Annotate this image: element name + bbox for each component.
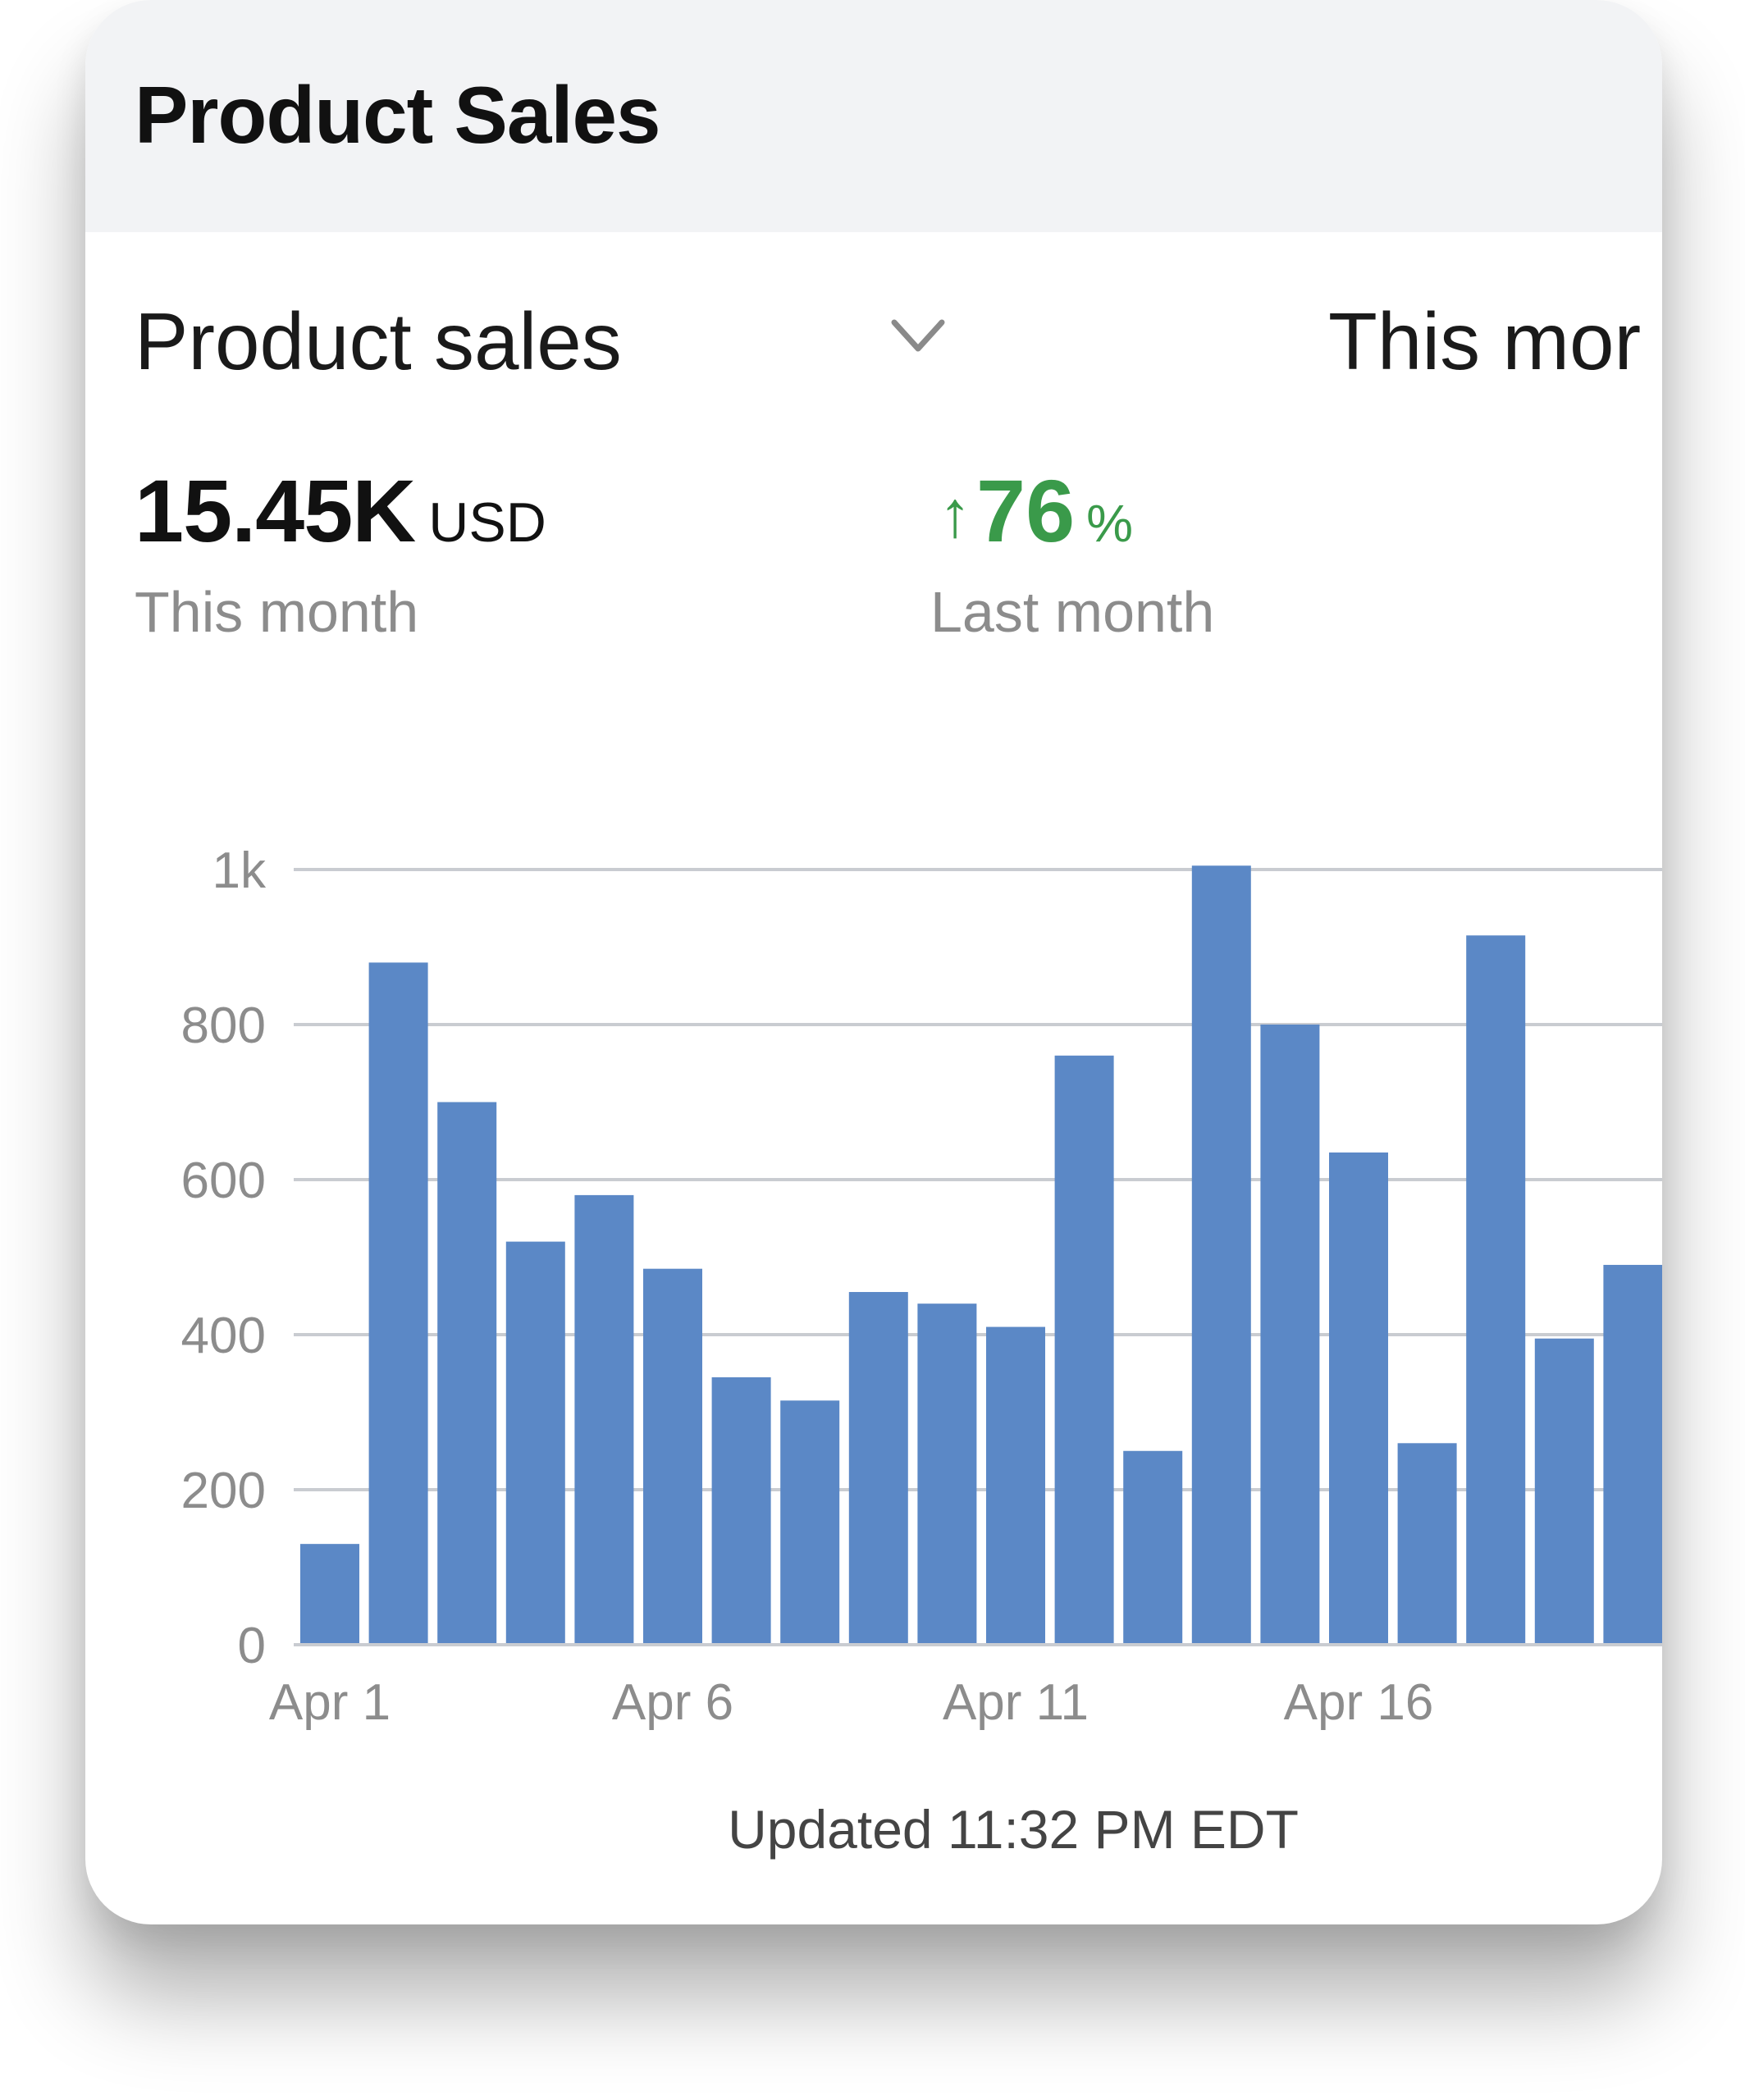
period-selector[interactable]: This mor [1328,296,1642,386]
total-sales-label: This month [135,580,419,644]
metric-selector[interactable]: Product sales [135,296,622,386]
bar-apr-8[interactable] [780,1400,840,1645]
bar-apr-17[interactable] [1397,1443,1457,1645]
change-unit: % [1086,494,1134,553]
bar-apr-19[interactable] [1534,1338,1594,1645]
card-header: Product Sales [85,0,1662,232]
bar-apr-6[interactable] [643,1268,702,1645]
bar-apr-2[interactable] [368,962,428,1645]
y-tick-label: 400 [181,1308,266,1364]
y-tick-label: 800 [181,998,266,1054]
change-indicator: ↑76% [939,459,1133,562]
change-label: Last month [930,580,1215,644]
bar-apr-9[interactable] [848,1292,908,1645]
bar-apr-15[interactable] [1260,1025,1320,1645]
y-tick-label: 0 [238,1618,266,1674]
total-sales-unit: USD [428,491,546,554]
bar-apr-11[interactable] [986,1326,1045,1645]
y-tick-label: 600 [181,1153,266,1209]
bar-apr-4[interactable] [505,1241,565,1645]
bar-apr-20[interactable] [1603,1264,1662,1645]
bar-apr-16[interactable] [1329,1152,1388,1645]
total-sales-value: 15.45K USD [135,459,546,562]
bar-apr-18[interactable] [1466,935,1526,1645]
bar-apr-7[interactable] [711,1376,771,1645]
change-value: 76 [976,461,1076,560]
bar-apr-10[interactable] [917,1303,977,1645]
total-sales-number: 15.45K [135,461,416,560]
bar-apr-1[interactable] [300,1544,359,1645]
arrow-up-icon: ↑ [939,477,971,550]
x-tick-label: Apr 11 [943,1674,1089,1731]
card-title: Product Sales [135,70,661,160]
bar-apr-5[interactable] [574,1194,634,1645]
y-tick-label: 1k [212,842,267,899]
y-tick-label: 200 [181,1463,266,1519]
bar-apr-13[interactable] [1123,1450,1183,1645]
updated-timestamp: Updated 11:32 PM EDT [728,1799,1299,1860]
bar-apr-14[interactable] [1191,865,1251,1645]
x-tick-label: Apr 6 [612,1674,733,1731]
x-tick-label: Apr 16 [1284,1674,1434,1731]
bar-apr-3[interactable] [437,1102,497,1646]
x-tick-label: Apr 1 [269,1674,391,1731]
bar-apr-12[interactable] [1054,1055,1114,1645]
chevron-down-icon[interactable] [889,316,947,357]
product-sales-card: Product Sales Product sales This mor 15.… [85,0,1662,1924]
